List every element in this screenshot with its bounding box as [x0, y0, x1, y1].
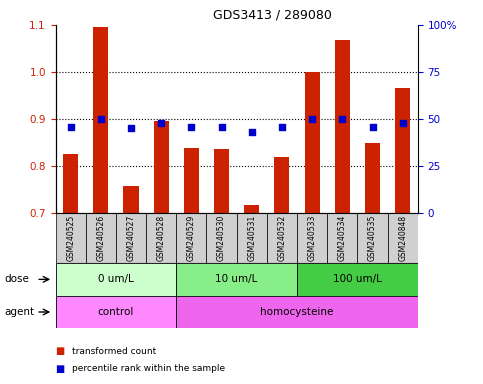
Point	[369, 124, 376, 130]
Text: transformed count: transformed count	[72, 347, 156, 356]
Bar	[244, 205, 259, 213]
Text: ■: ■	[56, 346, 65, 356]
Point	[278, 124, 286, 130]
Bar	[305, 72, 320, 213]
Point	[218, 124, 226, 130]
Bar	[176, 296, 418, 328]
Bar	[335, 40, 350, 213]
Bar	[214, 149, 229, 213]
Bar	[327, 213, 357, 263]
Bar	[56, 296, 176, 328]
Bar	[267, 213, 297, 263]
Point	[157, 120, 165, 126]
Point	[308, 116, 316, 122]
Text: GSM240525: GSM240525	[66, 215, 75, 261]
Bar	[395, 88, 410, 213]
Bar	[365, 142, 380, 213]
Bar	[207, 213, 237, 263]
Bar	[176, 263, 297, 296]
Point	[248, 129, 256, 135]
Text: control: control	[98, 307, 134, 317]
Text: 10 um/L: 10 um/L	[215, 274, 258, 285]
Bar	[357, 213, 388, 263]
Text: percentile rank within the sample: percentile rank within the sample	[72, 364, 226, 373]
Text: GSM240531: GSM240531	[247, 215, 256, 261]
Text: GSM240532: GSM240532	[277, 215, 286, 261]
Bar	[237, 213, 267, 263]
Text: GDS3413 / 289080: GDS3413 / 289080	[213, 8, 331, 21]
Text: GSM240533: GSM240533	[308, 215, 317, 261]
Bar	[56, 213, 86, 263]
Bar	[124, 186, 139, 213]
Bar	[56, 263, 176, 296]
Text: dose: dose	[5, 274, 30, 285]
Bar	[146, 213, 176, 263]
Bar	[297, 213, 327, 263]
Bar	[116, 213, 146, 263]
Bar	[63, 154, 78, 213]
Text: GSM240529: GSM240529	[187, 215, 196, 261]
Bar	[388, 213, 418, 263]
Text: ■: ■	[56, 364, 65, 374]
Text: GSM240528: GSM240528	[156, 215, 166, 261]
Text: agent: agent	[5, 307, 35, 317]
Text: 0 um/L: 0 um/L	[98, 274, 134, 285]
Point	[339, 116, 346, 122]
Point	[399, 120, 407, 126]
Text: GSM240527: GSM240527	[127, 215, 136, 261]
Bar	[86, 213, 116, 263]
Bar	[93, 27, 108, 213]
Point	[187, 124, 195, 130]
Text: homocysteine: homocysteine	[260, 307, 334, 317]
Bar	[274, 157, 289, 213]
Bar	[154, 121, 169, 213]
Text: GSM240534: GSM240534	[338, 215, 347, 261]
Bar	[297, 263, 418, 296]
Bar	[176, 213, 207, 263]
Text: GSM240535: GSM240535	[368, 215, 377, 261]
Text: GSM240530: GSM240530	[217, 215, 226, 261]
Text: GSM240526: GSM240526	[96, 215, 105, 261]
Bar	[184, 148, 199, 213]
Text: GSM240848: GSM240848	[398, 215, 407, 261]
Text: 100 um/L: 100 um/L	[333, 274, 382, 285]
Point	[67, 124, 74, 130]
Point	[97, 116, 105, 122]
Point	[127, 125, 135, 131]
